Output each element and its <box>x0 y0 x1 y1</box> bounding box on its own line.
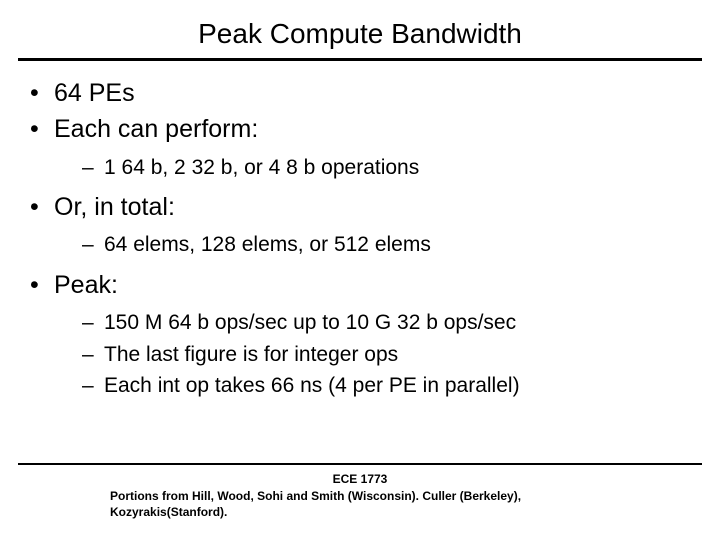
sub-bullet-list: 1 64 b, 2 32 b, or 4 8 b operations <box>54 148 692 190</box>
sub-bullet-item: 150 M 64 b ops/sec up to 10 G 32 b ops/s… <box>82 307 692 339</box>
sub-bullet-list: 150 M 64 b ops/sec up to 10 G 32 b ops/s… <box>54 303 692 408</box>
sub-bullet-text: Each int op takes 66 ns (4 per PE in par… <box>104 374 520 397</box>
sub-bullet-item: The last figure is for integer ops <box>82 339 692 371</box>
footer: ECE 1773 Portions from Hill, Wood, Sohi … <box>0 463 720 520</box>
bullet-list: 64 PEs Each can perform: 1 64 b, 2 32 b,… <box>28 75 692 408</box>
bullet-item: 64 PEs <box>28 75 692 111</box>
sub-bullet-text: 64 elems, 128 elems, or 512 elems <box>104 233 431 256</box>
footer-rule <box>18 463 702 465</box>
footer-credits-2: Kozyrakis(Stanford). <box>110 504 610 520</box>
bullet-item: Each can perform: 1 64 b, 2 32 b, or 4 8… <box>28 111 692 189</box>
sub-bullet-text: 1 64 b, 2 32 b, or 4 8 b operations <box>104 156 419 179</box>
sub-bullet-item: 1 64 b, 2 32 b, or 4 8 b operations <box>82 152 692 184</box>
bullet-text: Peak: <box>54 271 118 299</box>
bullet-item: Peak: 150 M 64 b ops/sec up to 10 G 32 b… <box>28 267 692 408</box>
sub-bullet-item: Each int op takes 66 ns (4 per PE in par… <box>82 370 692 402</box>
footer-course: ECE 1773 <box>110 471 610 487</box>
footer-text: ECE 1773 Portions from Hill, Wood, Sohi … <box>0 471 720 520</box>
bullet-text: Or, in total: <box>54 193 175 221</box>
bullet-text: 64 PEs <box>54 79 135 107</box>
slide-body: 64 PEs Each can perform: 1 64 b, 2 32 b,… <box>0 61 720 408</box>
slide: Peak Compute Bandwidth 64 PEs Each can p… <box>0 0 720 540</box>
slide-title: Peak Compute Bandwidth <box>0 0 720 58</box>
sub-bullet-text: 150 M 64 b ops/sec up to 10 G 32 b ops/s… <box>104 311 516 334</box>
bullet-text: Each can perform: <box>54 115 258 143</box>
sub-bullet-list: 64 elems, 128 elems, or 512 elems <box>54 225 692 267</box>
sub-bullet-text: The last figure is for integer ops <box>104 343 398 366</box>
footer-credits-1: Portions from Hill, Wood, Sohi and Smith… <box>110 488 610 504</box>
sub-bullet-item: 64 elems, 128 elems, or 512 elems <box>82 229 692 261</box>
bullet-item: Or, in total: 64 elems, 128 elems, or 51… <box>28 189 692 267</box>
